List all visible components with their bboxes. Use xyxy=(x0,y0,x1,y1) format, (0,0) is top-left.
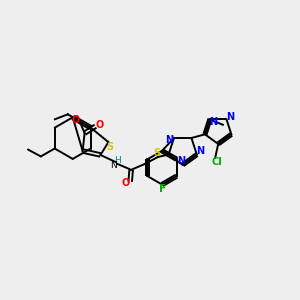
Text: O: O xyxy=(121,178,129,188)
Text: S: S xyxy=(153,148,161,158)
Text: N: N xyxy=(165,135,173,145)
Text: O: O xyxy=(72,115,80,125)
Text: N: N xyxy=(177,156,185,166)
Text: N: N xyxy=(209,117,217,127)
Text: N: N xyxy=(196,146,204,156)
Text: S: S xyxy=(106,142,113,152)
Text: Cl: Cl xyxy=(212,157,223,167)
Text: F: F xyxy=(158,184,166,194)
Text: N: N xyxy=(110,161,117,170)
Text: N: N xyxy=(226,112,234,122)
Text: O: O xyxy=(95,120,104,130)
Text: H: H xyxy=(114,156,121,165)
